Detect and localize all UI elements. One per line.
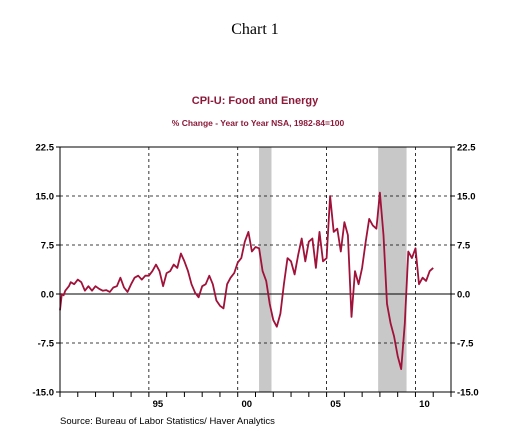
x-tick-label: 05 [330,399,341,410]
chart-subtitle: % Change - Year to Year NSA, 1982-84=100 [172,118,345,128]
y-tick-label-right: 7.5 [457,241,471,252]
x-tick-label: 95 [153,399,164,410]
y-tick-label-left: -15.0 [32,388,54,399]
chart-title: CPI-U: Food and Energy [192,95,319,107]
y-tick-label-left: 22.5 [36,143,55,154]
y-tick-label-right: -7.5 [457,339,474,350]
x-tick-label: 10 [419,399,430,410]
source-note: Source: Bureau of Labor Statistics/ Have… [60,416,275,427]
y-tick-label-left: -7.5 [38,339,55,350]
y-tick-label-right: 15.0 [457,192,476,203]
series-layer [59,191,434,370]
y-tick-label-right: 0.0 [457,290,470,301]
y-tick-label-left: 0.0 [41,290,54,301]
recession-band [259,147,272,392]
y-tick-label-left: 7.5 [41,241,55,252]
y-tick-label-left: 15.0 [36,192,55,203]
y-tick-label-right: -15.0 [457,388,479,399]
axis-ticks: 22.5 22.5 15.0 15.0 7.5 7.5 0.0 0.0 -7.5 -7.5 -15.… [32,143,478,411]
y-tick-label-right: 22.5 [457,143,476,154]
x-tick-label: 00 [241,399,252,410]
page-header: Chart 1 [231,21,279,38]
series-line [59,191,434,370]
